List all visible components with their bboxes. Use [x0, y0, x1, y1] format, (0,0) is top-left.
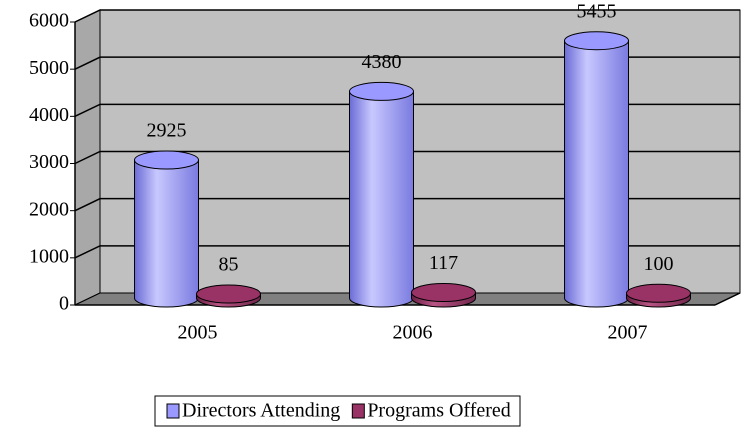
- value-label: 100: [644, 253, 674, 275]
- x-tick-label: 2006: [393, 322, 433, 344]
- y-tick-label: 3000: [29, 151, 69, 173]
- y-tick-label: 6000: [29, 10, 69, 32]
- value-label: 4380: [362, 51, 402, 73]
- legend-box: [154, 395, 521, 427]
- bar-top: [564, 31, 629, 51]
- bar: [349, 90, 414, 308]
- y-tick-label: 0: [59, 293, 69, 315]
- y-tick-label: 4000: [29, 104, 69, 126]
- grid-line: [74, 150, 740, 165]
- legend-swatch: [166, 403, 180, 419]
- bar-top: [349, 81, 414, 101]
- value-label: 2925: [147, 120, 187, 142]
- bar: [134, 159, 199, 308]
- grid-line: [74, 197, 740, 212]
- grid-line: [74, 56, 740, 70]
- value-label: 5455: [577, 0, 617, 22]
- legend-label: Directors Attending: [182, 400, 340, 422]
- value-label: 117: [429, 252, 458, 274]
- bar: [564, 40, 629, 308]
- bar-top: [134, 150, 199, 170]
- x-tick-label: 2007: [608, 322, 648, 344]
- bar-top: [626, 283, 691, 303]
- grid-line: [74, 245, 740, 259]
- y-tick-label: 2000: [29, 198, 69, 220]
- value-label: 85: [219, 254, 239, 276]
- legend-label: Programs Offered: [367, 400, 510, 422]
- grid-line: [74, 103, 740, 118]
- legend-swatch: [351, 403, 365, 419]
- bar-top: [196, 284, 261, 304]
- bar-top: [411, 282, 476, 302]
- y-tick-label: 1000: [29, 245, 69, 267]
- x-tick-label: 2005: [178, 322, 218, 344]
- x-axis-end: [714, 292, 741, 306]
- y-tick-label: 5000: [29, 57, 69, 79]
- grid-line: [74, 9, 740, 23]
